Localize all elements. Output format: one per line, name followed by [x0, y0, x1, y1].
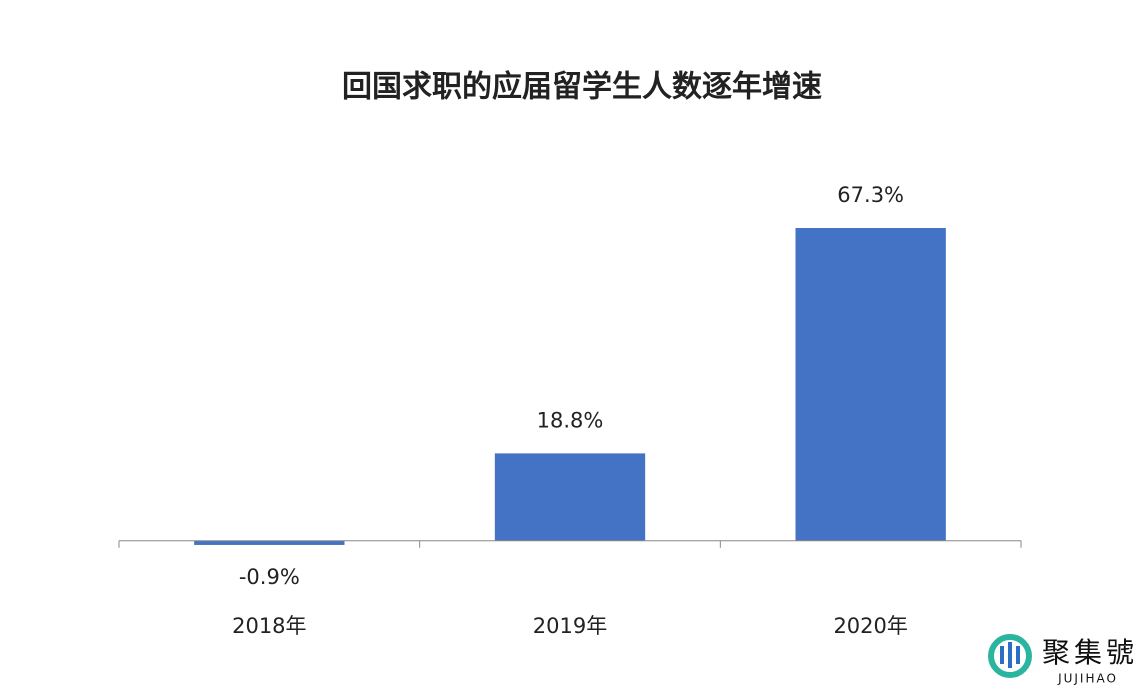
logo-ring: [988, 634, 1032, 678]
value-label: -0.9%: [239, 565, 300, 589]
watermark: 聚集號 JUJIHAO: [988, 634, 1136, 686]
x-tick-label: 2018年: [232, 614, 306, 638]
value-label: 67.3%: [837, 183, 904, 207]
logo-mark: [1000, 642, 1020, 668]
chart-title: 回国求职的应届留学生人数逐年增速: [342, 70, 822, 105]
bar: [194, 540, 345, 545]
watermark-latin: JUJIHAO: [1057, 672, 1118, 686]
watermark-name: 聚集號: [1042, 636, 1136, 669]
x-tick-label: 2019年: [533, 614, 607, 638]
value-label: 18.8%: [537, 408, 604, 432]
x-tick-label: 2020年: [833, 614, 907, 638]
bar: [494, 453, 646, 541]
bar: [795, 228, 946, 541]
